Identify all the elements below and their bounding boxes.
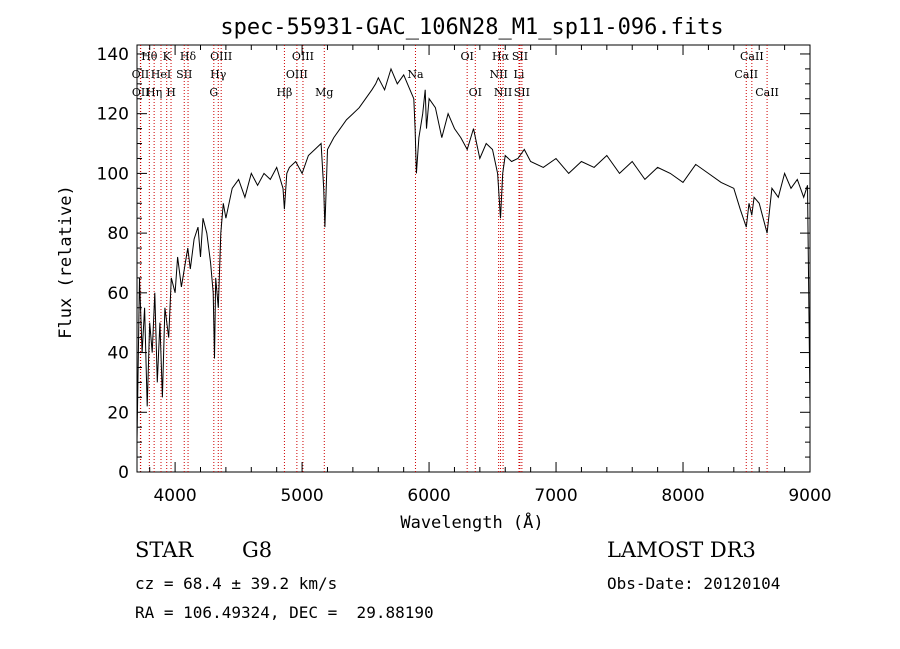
chart-title: spec-55931-GAC_106N28_M1_sp11-096.fits (220, 15, 723, 40)
line-marker-label: Hδ (180, 50, 197, 63)
line-marker-label: OII (132, 68, 150, 81)
spectrum-series-line (136, 67, 811, 443)
x-tick-label: 8000 (661, 486, 704, 506)
line-marker-label: CaII (755, 86, 779, 99)
survey-name: LAMOST DR3 (607, 538, 756, 562)
line-marker-label: Hβ (276, 86, 292, 99)
line-marker-label: Mg (315, 86, 333, 99)
redshift-velocity: cz = 68.4 ± 39.2 km/s (135, 574, 338, 593)
x-axis-ticks: 4000 5000 6000 7000 8000 9000 (149, 45, 832, 506)
x-tick-label: 6000 (407, 486, 450, 506)
line-marker-label: OII (132, 86, 150, 99)
line-marker-label: CaII (740, 50, 764, 63)
observation-date: Obs-Date: 20120104 (607, 574, 781, 593)
line-marker-label: HeI (151, 68, 171, 81)
line-marker-label: OI (460, 50, 473, 63)
line-marker-label: SII (512, 50, 528, 63)
object-subclass: G8 (242, 538, 273, 562)
x-tick-label: 9000 (788, 486, 831, 506)
y-axis-label: Flux (relative) (56, 185, 76, 339)
line-marker-label: K (163, 50, 172, 63)
x-tick-label: 4000 (153, 486, 196, 506)
line-marker-label: OIII (292, 50, 314, 63)
x-tick-label: 5000 (280, 486, 323, 506)
y-tick-label: 0 (118, 463, 129, 483)
coordinates: RA = 106.49324, DEC = 29.88190 (135, 603, 434, 622)
line-marker-label: SII (176, 68, 192, 81)
y-tick-label: 80 (107, 224, 129, 244)
line-marker-label: Hα (492, 50, 510, 63)
line-marker-label: Hη (146, 86, 162, 99)
y-tick-label: 60 (107, 284, 129, 304)
line-marker-label: Na (407, 68, 424, 81)
y-tick-label: 40 (107, 344, 129, 364)
line-marker-label: OIII (286, 68, 308, 81)
line-marker-label: Li (514, 68, 525, 81)
line-marker-label: H (166, 86, 176, 99)
line-marker-label: OI (469, 86, 482, 99)
y-tick-label: 120 (97, 105, 129, 125)
line-marker-label: CaII (734, 68, 758, 81)
line-marker-label: G (209, 86, 218, 99)
y-tick-label: 20 (107, 403, 129, 423)
x-tick-label: 7000 (534, 486, 577, 506)
object-type: STAR (135, 538, 194, 562)
line-marker-label: OIII (210, 50, 232, 63)
line-marker-label: Hγ (210, 68, 227, 81)
plot-frame (136, 44, 811, 473)
line-marker-label: SII (514, 86, 530, 99)
line-marker-label: NII (494, 86, 512, 99)
line-marker-label: Hθ (141, 50, 158, 63)
y-tick-label: 140 (97, 45, 129, 65)
line-marker-label: NII (489, 68, 507, 81)
x-axis-label: Wavelength (Å) (400, 511, 543, 533)
y-axis-ticks: 0 20 40 60 80 100 120 140 (97, 45, 810, 483)
y-tick-label: 100 (97, 164, 129, 184)
